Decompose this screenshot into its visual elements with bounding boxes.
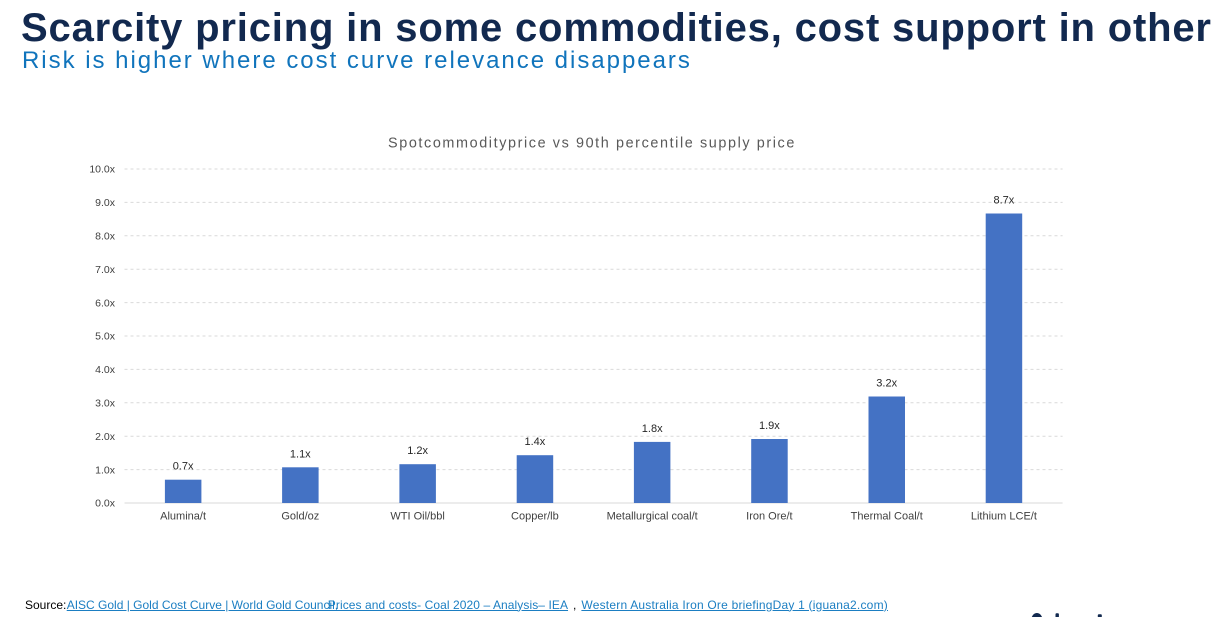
svg-text:1.2x: 1.2x — [407, 445, 428, 457]
svg-text:1.9x: 1.9x — [759, 420, 780, 432]
svg-text:Copper/lb: Copper/lb — [511, 511, 559, 523]
svg-text:7.0x: 7.0x — [95, 264, 116, 276]
svg-text:9.0x: 9.0x — [95, 197, 116, 209]
svg-text:4.0x: 4.0x — [95, 364, 116, 376]
svg-text:Gold/oz: Gold/oz — [281, 511, 319, 523]
svg-text:3.0x: 3.0x — [95, 398, 116, 410]
svg-text:Thermal Coal/t: Thermal Coal/t — [851, 511, 923, 523]
svg-text:1.4x: 1.4x — [525, 436, 546, 448]
svg-text:3.2x: 3.2x — [876, 378, 897, 390]
svg-text:0.0x: 0.0x — [95, 498, 116, 510]
svg-text:5.0x: 5.0x — [95, 331, 116, 343]
svg-text:10.0x: 10.0x — [89, 164, 115, 176]
svg-text:1.0x: 1.0x — [95, 464, 116, 476]
svg-text:6.0x: 6.0x — [95, 297, 116, 309]
svg-text:Alumina/t: Alumina/t — [160, 511, 206, 523]
svg-text:1.1x: 1.1x — [290, 448, 311, 460]
svg-text:Lithium LCE/t: Lithium LCE/t — [971, 511, 1037, 523]
svg-text:Iron Ore/t: Iron Ore/t — [746, 511, 792, 523]
svg-text:2.0x: 2.0x — [95, 431, 116, 443]
svg-text:Spotcommodityprice vs 90th per: Spotcommodityprice vs 90th percentile su… — [388, 136, 796, 152]
svg-text:WTI Oil/bbl: WTI Oil/bbl — [390, 511, 444, 523]
svg-text:Metallurgical coal/t: Metallurgical coal/t — [607, 511, 698, 523]
svg-text:8.0x: 8.0x — [95, 231, 116, 243]
svg-text:1.8x: 1.8x — [642, 423, 663, 435]
svg-text:0.7x: 0.7x — [173, 461, 194, 473]
svg-text:8.7x: 8.7x — [994, 195, 1015, 207]
